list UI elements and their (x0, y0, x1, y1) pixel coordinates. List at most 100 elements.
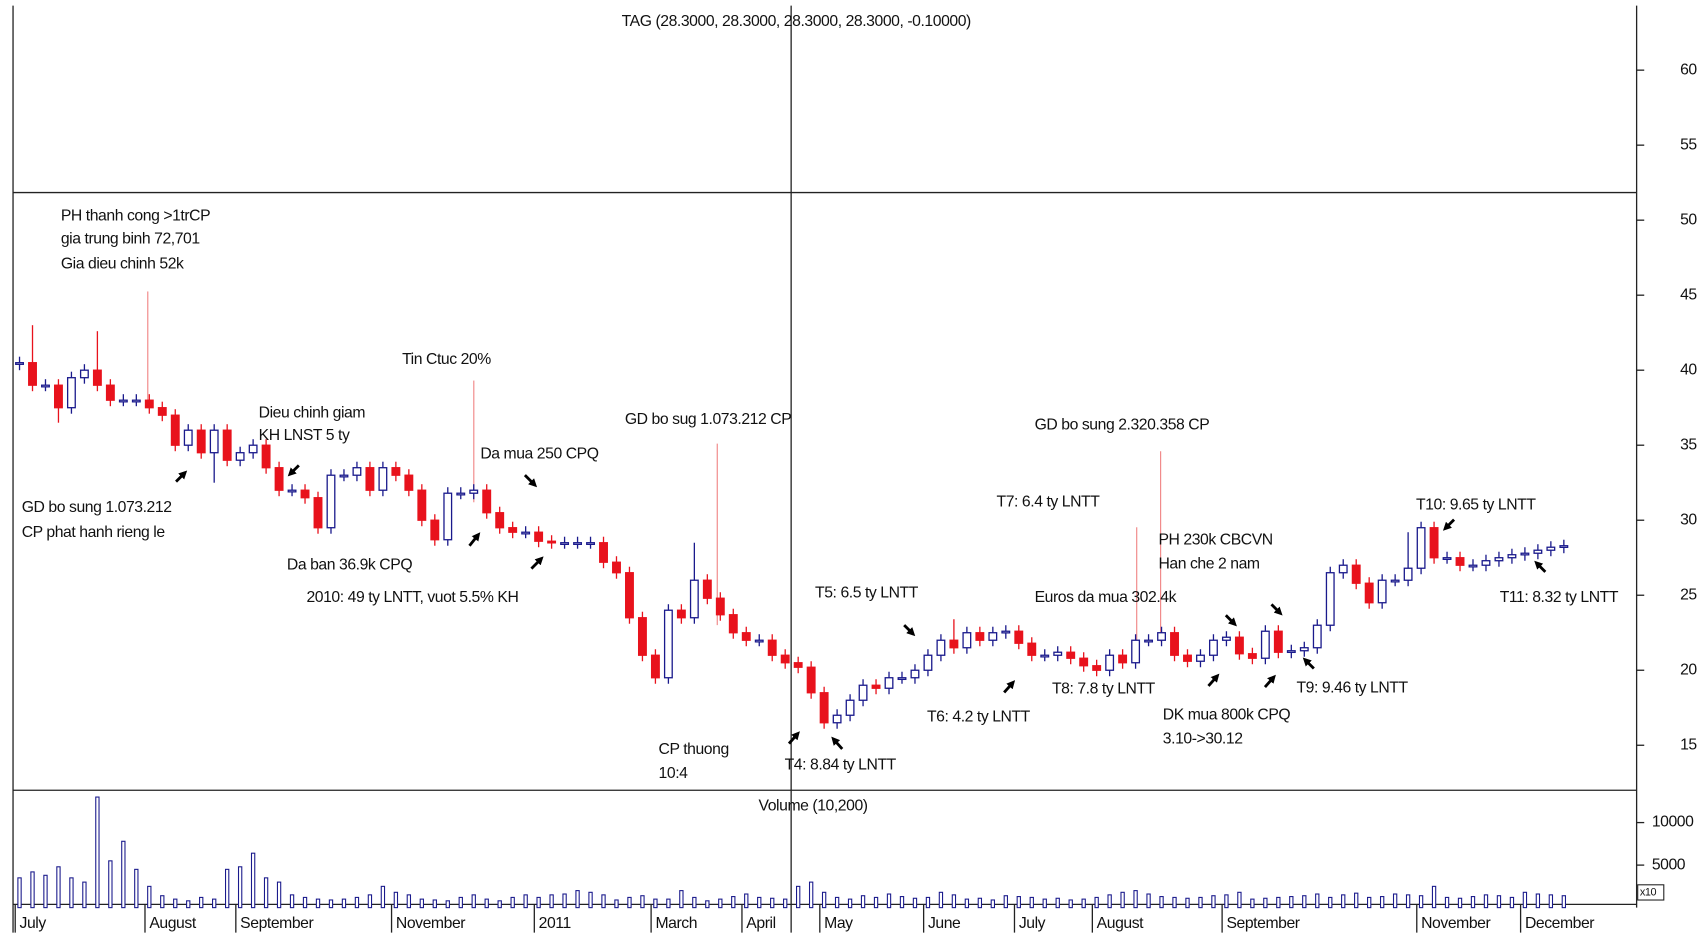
volume-bar (757, 896, 762, 909)
candle-body (897, 677, 907, 681)
volume-bar (1224, 894, 1229, 909)
volume-bar (692, 896, 697, 909)
candle-body (832, 714, 842, 724)
candle-body (949, 639, 959, 649)
y-tick-label: 30 (1680, 511, 1697, 528)
x-tick-label: 2011 (539, 915, 571, 932)
volume-bar (147, 885, 152, 909)
candle-body (560, 542, 570, 546)
candle-body (1533, 549, 1543, 554)
volume-bar (1457, 897, 1463, 909)
candle-body (715, 597, 725, 616)
candle-body (1390, 579, 1400, 583)
candle-body (92, 369, 102, 386)
volume-bar (1120, 891, 1125, 909)
annotation: GD bo sung 1.073.212 (22, 499, 172, 516)
candle-body (1351, 564, 1361, 584)
x-tick-label: August (149, 915, 196, 932)
y-tick-label: 55 (1680, 136, 1697, 153)
candle-body (1429, 527, 1439, 559)
volume-bar (821, 891, 827, 909)
multiplier-label: x10 (1640, 886, 1657, 898)
marks: 15 20 25 30 35 40 45 50 55 60 5000 10000 July August S… (14, 61, 1698, 933)
volume-bar (1444, 896, 1450, 909)
volume-bar (627, 896, 632, 909)
candle-body (300, 489, 310, 499)
x-tick-label: November (1421, 915, 1490, 932)
candle-body (41, 384, 50, 388)
volume-bar (250, 852, 256, 909)
candle-body (79, 369, 89, 379)
arrow (1207, 673, 1220, 687)
volume-bar (328, 899, 334, 909)
volume-bar (69, 877, 74, 909)
volume-bar (1133, 890, 1138, 909)
arrow (468, 532, 481, 547)
candle-body (599, 542, 608, 563)
annotation: 10:4 (659, 765, 689, 782)
candle-body (1247, 653, 1257, 659)
volume-bar (1509, 896, 1515, 909)
volume-bar (199, 896, 204, 909)
annotation: PH thanh cong >1trCP (61, 208, 210, 225)
annotation: Tin Ctuc 20% (402, 351, 491, 368)
candle-body (1468, 564, 1478, 568)
candle-body (1118, 654, 1128, 664)
volume-bar (173, 898, 178, 909)
candle-body (975, 632, 985, 641)
x-tick-label: June (928, 915, 961, 932)
annotation: Han che 2 nam (1158, 555, 1259, 572)
candle-body (170, 414, 180, 446)
volume-bar (212, 898, 217, 909)
volume-bar (134, 868, 139, 909)
y-tick-label: 5000 (1652, 856, 1686, 873)
arrow (1534, 560, 1547, 573)
volume-bar (484, 898, 489, 909)
volume-bar (549, 894, 554, 909)
volume-bar (510, 896, 515, 909)
candle-body (534, 531, 544, 542)
arrow (175, 470, 188, 483)
annotations: TAG (28.3000, 28.3000, 28.3000, 28.3000,… (22, 13, 1620, 815)
candle-body (183, 429, 193, 446)
volume-bar (380, 885, 386, 909)
candle-body (261, 444, 271, 469)
candle-body (469, 489, 479, 494)
volume-bar (263, 877, 269, 909)
volume-bar (912, 897, 918, 909)
candle-body (1325, 572, 1335, 626)
arrow (1270, 603, 1283, 616)
volume-bar (1341, 894, 1346, 909)
candle-body (962, 632, 972, 649)
volume-bar (1392, 893, 1398, 909)
candle-body (1014, 630, 1024, 644)
volume-bar (808, 881, 814, 909)
annotation: T7: 6.4 ty LNTT (997, 493, 1101, 510)
annotation: CP thuong (659, 741, 729, 758)
volume-bar (1042, 898, 1047, 909)
volume-bar (224, 868, 230, 909)
candle-body (1170, 632, 1179, 656)
annotation: T6: 4.2 ty LNTT (927, 709, 1031, 726)
volume-bar (1263, 897, 1268, 909)
candle-body (663, 609, 673, 679)
volume-bar (406, 894, 412, 909)
candle-body (741, 632, 751, 641)
candle-body (105, 384, 115, 401)
candle-body (248, 444, 258, 454)
volume-bar (1094, 896, 1099, 909)
volume-bar (186, 900, 191, 909)
candle-body (1286, 650, 1296, 654)
candle-body (1001, 630, 1011, 634)
volume-bar (95, 796, 100, 909)
candle-body (1455, 557, 1465, 566)
annotation: T10: 9.65 ty LNTT (1416, 497, 1536, 514)
volume-bar (1496, 895, 1502, 909)
annotation: KH LNST 5 ty (259, 427, 350, 444)
candle-body (313, 497, 323, 529)
candle-body (1494, 557, 1504, 562)
annotation: gia trung binh 72,701 (61, 230, 200, 247)
volume-bar (43, 874, 48, 909)
candle-body (1442, 557, 1452, 561)
arrow (1003, 680, 1016, 694)
